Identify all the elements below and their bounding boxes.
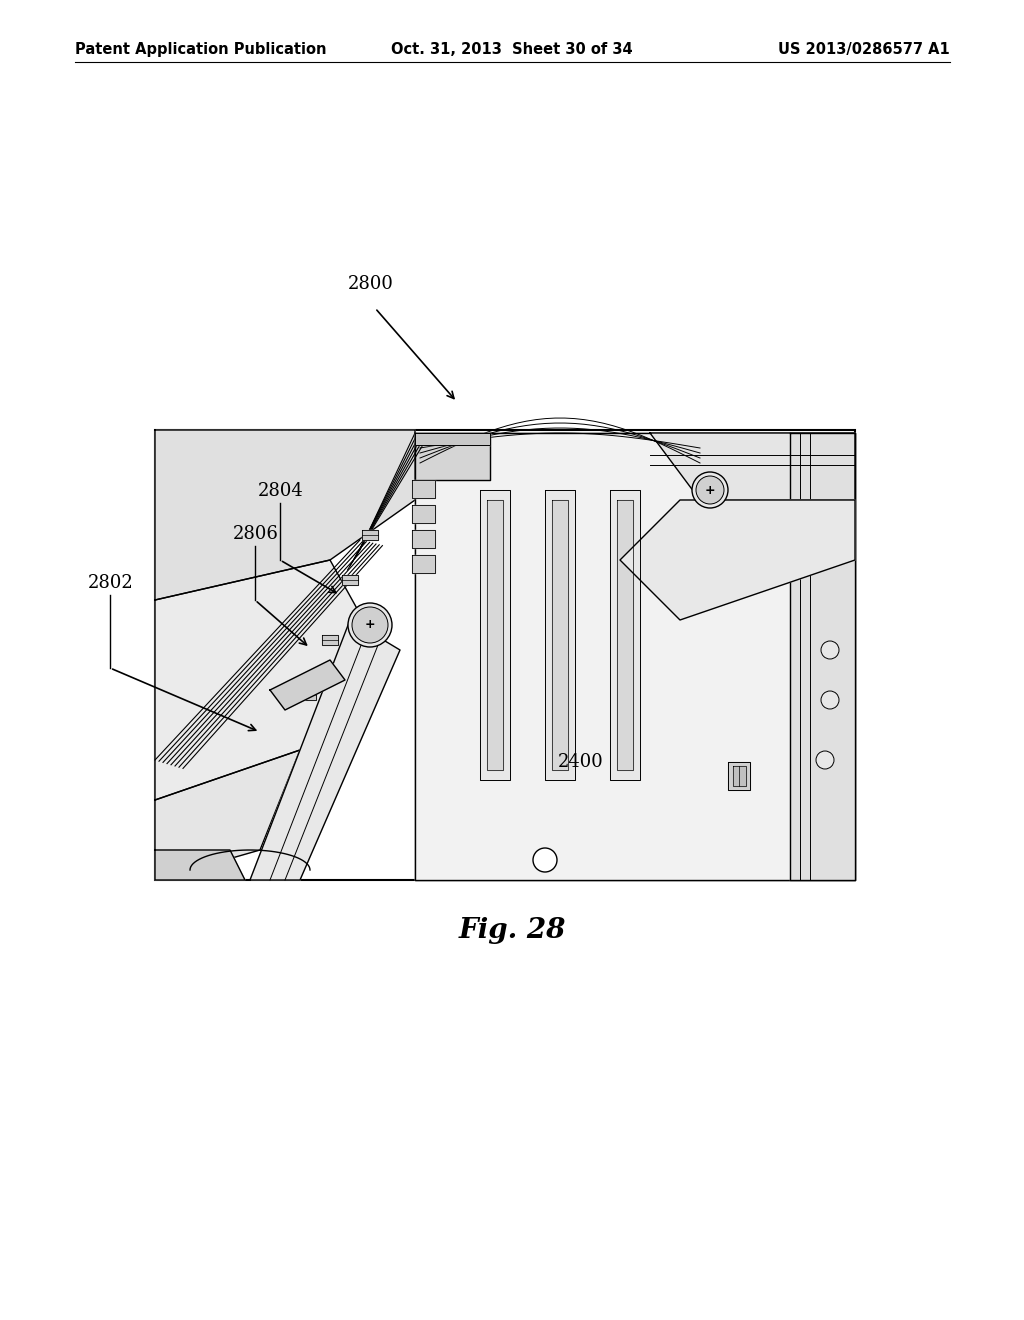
Circle shape xyxy=(696,477,724,504)
Text: 2806: 2806 xyxy=(233,525,279,543)
Circle shape xyxy=(352,607,388,643)
Circle shape xyxy=(348,603,392,647)
Text: 2800: 2800 xyxy=(348,275,394,293)
Text: 2802: 2802 xyxy=(88,574,134,591)
Polygon shape xyxy=(650,433,855,500)
Text: +: + xyxy=(705,483,716,496)
Circle shape xyxy=(534,847,557,873)
Circle shape xyxy=(821,690,839,709)
Polygon shape xyxy=(552,500,568,770)
Polygon shape xyxy=(155,560,380,800)
Polygon shape xyxy=(733,766,746,785)
Bar xyxy=(155,430,855,880)
Polygon shape xyxy=(790,433,855,880)
Text: 2400: 2400 xyxy=(558,752,604,771)
Polygon shape xyxy=(342,576,358,585)
Polygon shape xyxy=(155,750,300,880)
Polygon shape xyxy=(412,480,435,498)
Polygon shape xyxy=(480,490,510,780)
Polygon shape xyxy=(415,433,855,880)
Polygon shape xyxy=(545,490,575,780)
Polygon shape xyxy=(610,490,640,780)
Polygon shape xyxy=(270,660,345,710)
Polygon shape xyxy=(322,635,338,645)
Polygon shape xyxy=(415,433,855,880)
Polygon shape xyxy=(728,762,750,789)
Polygon shape xyxy=(412,506,435,523)
Polygon shape xyxy=(300,690,316,700)
Polygon shape xyxy=(155,850,245,880)
Polygon shape xyxy=(415,433,490,445)
Polygon shape xyxy=(412,531,435,548)
Polygon shape xyxy=(620,500,855,620)
Circle shape xyxy=(816,751,834,770)
Text: US 2013/0286577 A1: US 2013/0286577 A1 xyxy=(778,42,950,57)
Text: +: + xyxy=(365,619,376,631)
Text: Fig. 28: Fig. 28 xyxy=(459,916,565,944)
Polygon shape xyxy=(362,531,378,540)
Polygon shape xyxy=(412,554,435,573)
Circle shape xyxy=(692,473,728,508)
Polygon shape xyxy=(155,430,415,601)
Polygon shape xyxy=(487,500,503,770)
Text: Oct. 31, 2013  Sheet 30 of 34: Oct. 31, 2013 Sheet 30 of 34 xyxy=(391,42,633,57)
Circle shape xyxy=(821,642,839,659)
Text: 2804: 2804 xyxy=(258,482,304,500)
Polygon shape xyxy=(415,433,490,480)
Polygon shape xyxy=(617,500,633,770)
Polygon shape xyxy=(250,620,400,880)
Text: Patent Application Publication: Patent Application Publication xyxy=(75,42,327,57)
